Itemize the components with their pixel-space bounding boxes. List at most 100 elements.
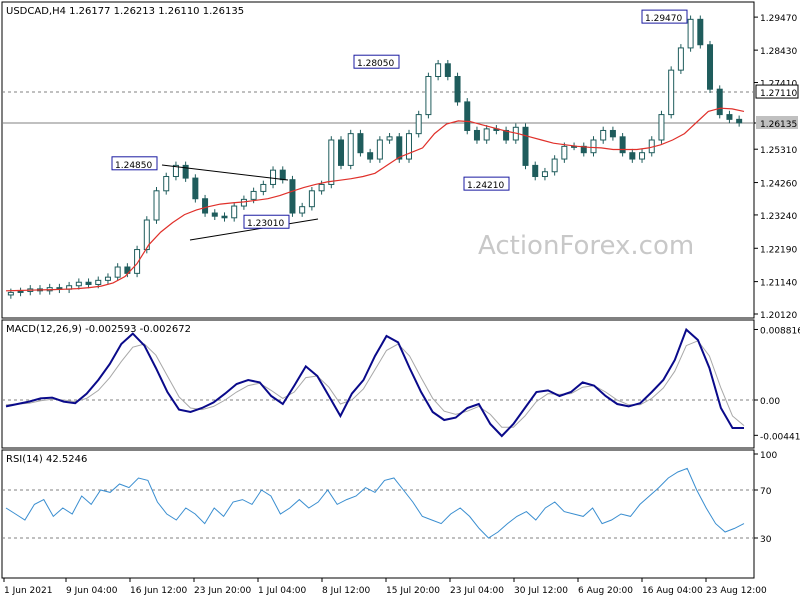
candle-body xyxy=(202,198,209,214)
macd-tick-label: 0.008816 xyxy=(760,326,800,336)
candle-body xyxy=(658,114,665,141)
macd-axis: 0.008816 0.00 -0.004416 xyxy=(2,326,800,442)
annotation-box xyxy=(111,156,158,171)
macd-title: MACD(12,26,9) -0.002593 -0.002672 xyxy=(6,324,191,335)
candle-body xyxy=(299,206,306,214)
candle-body xyxy=(425,75,432,116)
trendline-upper xyxy=(161,164,289,181)
candle-body xyxy=(600,129,607,141)
price-tick-label: 1.22190 xyxy=(760,245,797,255)
candle-body xyxy=(386,136,393,141)
candle-body xyxy=(405,133,412,160)
price-tick-label: 1.23240 xyxy=(760,212,797,222)
candle-body xyxy=(590,139,597,154)
annotation-label: 1.23010 xyxy=(247,219,284,229)
candle-body xyxy=(104,276,111,281)
candle-body xyxy=(668,69,675,116)
candle-body xyxy=(163,176,170,192)
time-tick-label: 8 Jul 12:00 xyxy=(322,586,371,596)
candle-body xyxy=(444,63,451,77)
time-tick-label: 6 Aug 20:00 xyxy=(578,586,633,596)
candle-body xyxy=(153,190,160,221)
time-axis: 1 Jun 2021 9 Jun 04:00 16 Jun 12:00 23 Jun … xyxy=(3,578,767,596)
price-tick-label: 1.28430 xyxy=(760,47,797,57)
time-tick-label: 16 Aug 04:00 xyxy=(642,586,703,596)
candle-body xyxy=(619,136,626,154)
candle-body xyxy=(250,190,257,200)
price-pane xyxy=(1,1,755,319)
candle-body xyxy=(279,169,286,181)
time-tick-label: 1 Jun 2021 xyxy=(4,586,52,596)
candle-body xyxy=(211,212,218,217)
price-tick-label: 1.21140 xyxy=(760,279,797,289)
candle-body xyxy=(551,158,558,173)
candle-body xyxy=(318,183,325,192)
time-tick-label: 1 Jul 04:00 xyxy=(258,586,307,596)
price-tick-label: 1.25310 xyxy=(760,146,797,156)
annotation-label: 1.28050 xyxy=(357,59,394,69)
time-tick-label: 23 Jul 04:00 xyxy=(450,586,504,596)
candle-body xyxy=(707,44,714,90)
price-tick-label: 1.26135 xyxy=(760,120,797,130)
candle-body xyxy=(677,47,684,71)
price-annotations: 1.24850 1.23010 1.28050 1.24210 1.29470 xyxy=(111,9,688,229)
candle-body xyxy=(172,164,179,178)
candle-body xyxy=(347,133,354,166)
candle-body xyxy=(629,152,636,160)
candle-body xyxy=(522,126,529,166)
candle-body xyxy=(17,290,24,293)
rsi-tick-label: 30 xyxy=(760,535,772,545)
candle-body xyxy=(338,139,345,166)
candle-body xyxy=(192,177,199,200)
candle-body xyxy=(561,145,568,160)
price-tick-label: 1.20120 xyxy=(760,311,797,321)
time-tick-label: 23 Jun 20:00 xyxy=(194,586,251,596)
trendline-lower xyxy=(189,218,319,241)
candle-body xyxy=(454,75,461,103)
watermark: ActionForex.com xyxy=(478,231,694,261)
price-levels: 1.27110 xyxy=(2,84,799,124)
candle-body xyxy=(7,291,14,296)
candle-body xyxy=(697,18,704,46)
candle-body xyxy=(687,18,694,49)
rsi-title: RSI(14) 42.5246 xyxy=(6,454,87,465)
rsi-axis: 100 70 30 xyxy=(2,451,777,545)
candle-body xyxy=(503,129,510,141)
candle-body xyxy=(376,139,383,160)
annotation-label: 1.24850 xyxy=(115,161,152,171)
candle-body xyxy=(143,219,150,251)
candle-body xyxy=(308,190,315,208)
candle-body xyxy=(75,281,82,287)
time-tick-label: 30 Jul 12:00 xyxy=(514,586,568,596)
annotation-box xyxy=(641,9,688,24)
annotation-label: 1.24210 xyxy=(467,181,504,191)
current-price-box xyxy=(756,116,798,130)
candle-body xyxy=(85,281,92,285)
candle-body xyxy=(260,183,267,192)
candle-body xyxy=(639,152,646,160)
candle-body xyxy=(134,249,141,274)
rsi-tick-label: 100 xyxy=(760,451,777,461)
candle-body xyxy=(114,266,121,278)
candle-body xyxy=(240,198,247,207)
candle-body xyxy=(95,279,102,285)
candle-body xyxy=(716,88,723,116)
time-tick-label: 23 Aug 12:00 xyxy=(706,586,767,596)
rsi-tick-label: 70 xyxy=(760,487,772,497)
macd-pane xyxy=(1,319,755,449)
candle-body xyxy=(367,152,374,160)
time-tick-label: 9 Jun 04:00 xyxy=(66,586,118,596)
rsi-line xyxy=(5,467,745,539)
level-label: 1.27110 xyxy=(760,89,797,99)
annotation-label: 1.29470 xyxy=(645,14,682,24)
candle-body xyxy=(415,114,422,135)
macd-signal-line xyxy=(5,340,745,428)
price-tick-label: 1.24260 xyxy=(760,180,797,190)
candle-body xyxy=(726,114,733,120)
annotation-box xyxy=(243,214,290,229)
price-tick-label: 1.29470 xyxy=(760,14,797,24)
candle-body xyxy=(473,129,480,141)
candle-body xyxy=(270,169,277,185)
